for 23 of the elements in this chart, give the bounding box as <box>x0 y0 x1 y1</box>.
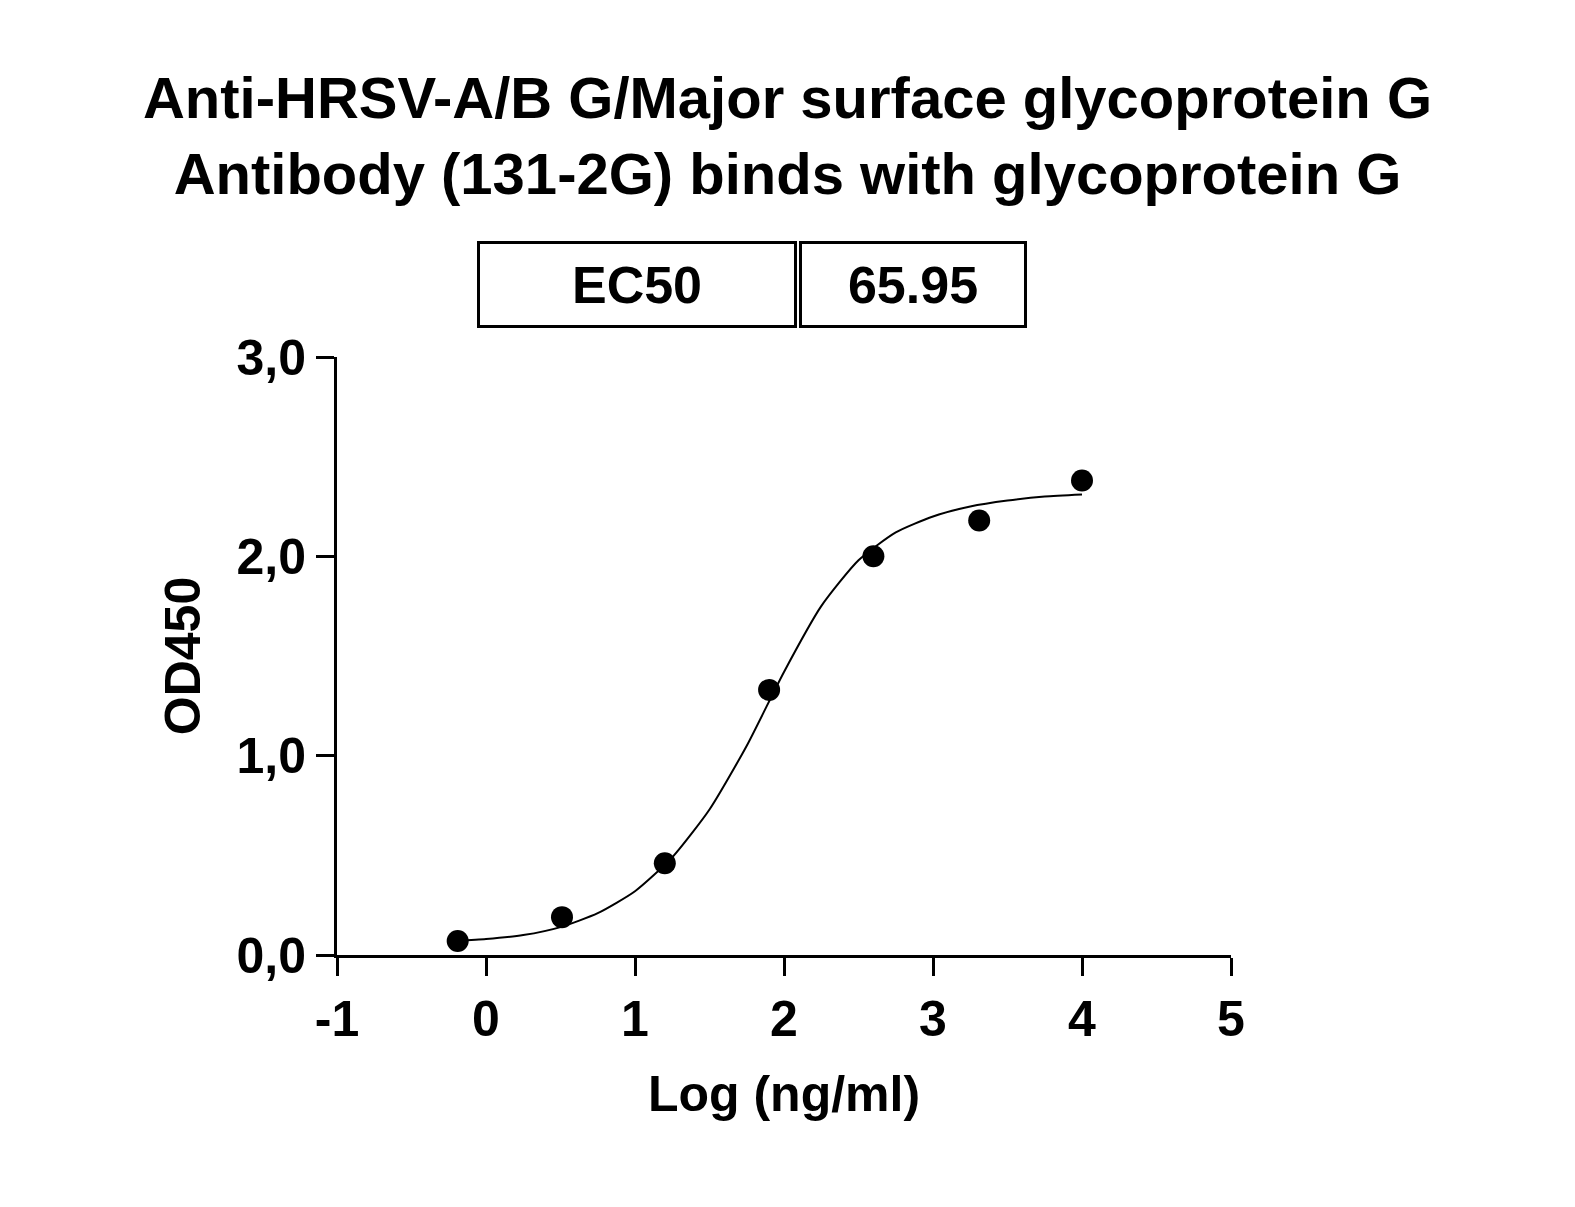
point <box>551 906 573 929</box>
y-tick-label: 0,0 <box>236 927 306 984</box>
x-axis-title: Log (ng/ml) <box>647 1065 921 1122</box>
y-axis-title: OD450 <box>155 576 212 736</box>
x-tick-label: 0 <box>472 991 500 1047</box>
x-tick-label: 4 <box>1068 991 1097 1047</box>
y-tick-label: 2,0 <box>236 528 306 585</box>
y-tick-label: 1,0 <box>236 728 306 785</box>
point <box>1071 469 1093 492</box>
point <box>758 678 781 701</box>
x-tick-label: 1 <box>621 991 649 1047</box>
x-tick-label: 3 <box>919 991 947 1047</box>
text: 65.95 <box>847 255 979 314</box>
text: EC50 <box>571 255 703 314</box>
chart-title: Anti-HRSV-A/B G/Major surface glycoprotein G Antibody (131-2G) binds with glycoprotein G <box>142 65 1433 206</box>
x-tick-label: 2 <box>770 991 798 1047</box>
point <box>446 930 469 953</box>
x-tick-label: 5 <box>1217 991 1245 1047</box>
point <box>653 852 676 875</box>
y-tick-label: 3,0 <box>236 329 306 386</box>
x-tick-label: -1 <box>314 991 360 1047</box>
point <box>968 509 991 532</box>
point <box>862 545 885 568</box>
